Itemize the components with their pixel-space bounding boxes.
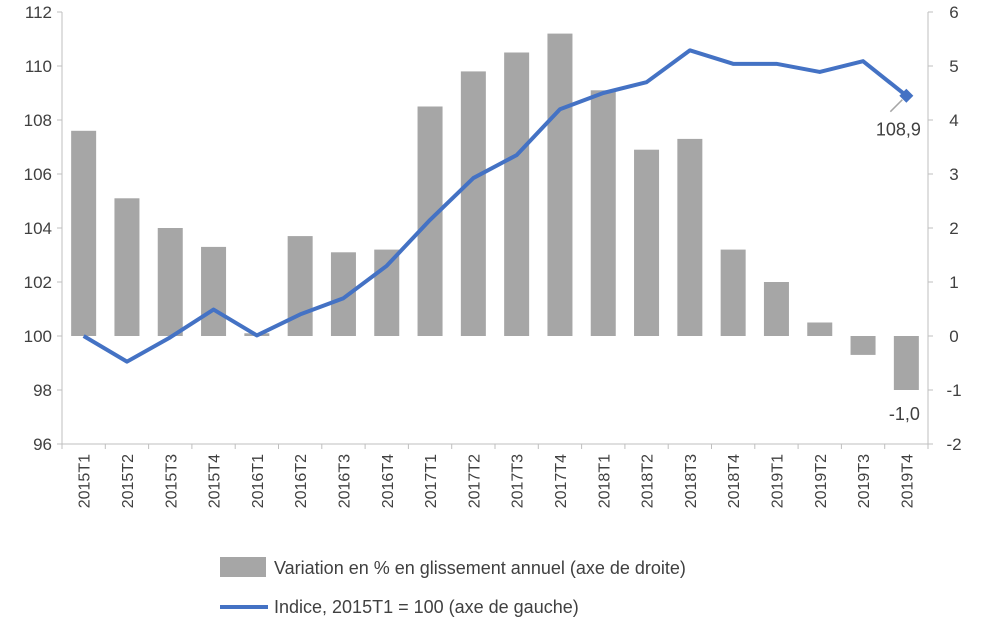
bar [504, 52, 530, 336]
x-tick-label: 2016T4 [380, 454, 397, 508]
x-tick-label: 2015T3 [163, 454, 180, 508]
bar [71, 130, 97, 336]
x-tick-label: 2016T3 [336, 454, 353, 508]
y-left-tick-label: 112 [25, 3, 52, 22]
y-left-tick-label: 100 [24, 327, 52, 346]
index-line [82, 48, 908, 364]
bar [763, 282, 789, 336]
legend: Variation en % en glissement annuel (axe… [220, 557, 686, 617]
bar [807, 322, 833, 336]
y-right-tick-label: 0 [949, 327, 958, 346]
x-tick-label: 2017T1 [423, 454, 440, 508]
x-tick-label: 2018T2 [640, 454, 657, 508]
x-ticks: 2015T1 2015T2 2015T3 2015T4 2016T1 2016T2 2016… [61, 444, 929, 508]
bar [720, 249, 746, 336]
y-right-tick-label: 3 [949, 165, 958, 184]
bar [157, 228, 183, 336]
y-right-tick-label: 6 [949, 3, 958, 22]
y-right-tick-label: -2 [946, 435, 961, 454]
y-left-tick-label: 104 [24, 219, 52, 238]
x-tick-label: 2018T1 [596, 454, 613, 508]
legend-line-label: Indice, 2015T1 = 100 (axe de gauche) [274, 597, 579, 617]
annotation-label: -1,0 [889, 404, 920, 424]
x-tick-label: 2017T2 [466, 454, 483, 508]
y-right-tick-label: 1 [949, 273, 958, 292]
x-tick-label: 2016T2 [293, 454, 310, 508]
bar [547, 33, 573, 336]
x-tick-label: 2018T3 [683, 454, 700, 508]
bar [590, 90, 616, 336]
bar [374, 249, 400, 336]
bar [114, 198, 140, 336]
annotation-label: 108,9 [876, 120, 921, 140]
y-left-tick-label: 108 [24, 111, 52, 130]
bar [850, 336, 876, 355]
y-left-tick-label: 96 [33, 435, 52, 454]
x-tick-label: 2019T1 [769, 454, 786, 508]
bar [201, 246, 227, 336]
legend-bar-swatch [220, 557, 266, 577]
x-tick-label: 2015T2 [120, 454, 137, 508]
y-left-tick-label: 98 [33, 381, 52, 400]
y-right-tick-label: 4 [949, 111, 958, 130]
bar [634, 149, 660, 336]
x-tick-label: 2019T2 [813, 454, 830, 508]
x-tick-label: 2019T3 [856, 454, 873, 508]
y-left-tick-label: 110 [25, 57, 52, 76]
x-tick-label: 2016T1 [250, 454, 267, 508]
y-right-tick-label: 2 [949, 219, 958, 238]
x-tick-label: 2017T4 [553, 454, 570, 508]
x-tick-label: 2019T4 [899, 454, 916, 508]
bar [677, 138, 703, 336]
y-right-tick-label: 5 [949, 57, 958, 76]
bar [287, 236, 313, 336]
bar-series [71, 33, 919, 390]
x-tick-label: 2018T4 [726, 454, 743, 508]
x-tick-label: 2015T4 [207, 454, 224, 508]
y-left-tick-label: 106 [24, 165, 52, 184]
bar [893, 336, 919, 390]
x-tick-label: 2017T3 [510, 454, 527, 508]
x-tick-label: 2015T1 [77, 454, 94, 508]
y-left-tick-label: 102 [24, 273, 52, 292]
annotation-leader [889, 99, 903, 113]
annotations: 108,9 -1,0 [876, 88, 921, 424]
y-left-ticks: 96 98 100 102 104 106 108 110 112 [24, 3, 62, 454]
bar [460, 71, 486, 337]
y-right-tick-label: -1 [946, 381, 961, 400]
line-end-marker [899, 88, 914, 103]
y-right-ticks: -2 -1 0 1 2 3 4 5 6 [928, 3, 962, 454]
legend-bar-label: Variation en % en glissement annuel (axe… [274, 558, 686, 578]
